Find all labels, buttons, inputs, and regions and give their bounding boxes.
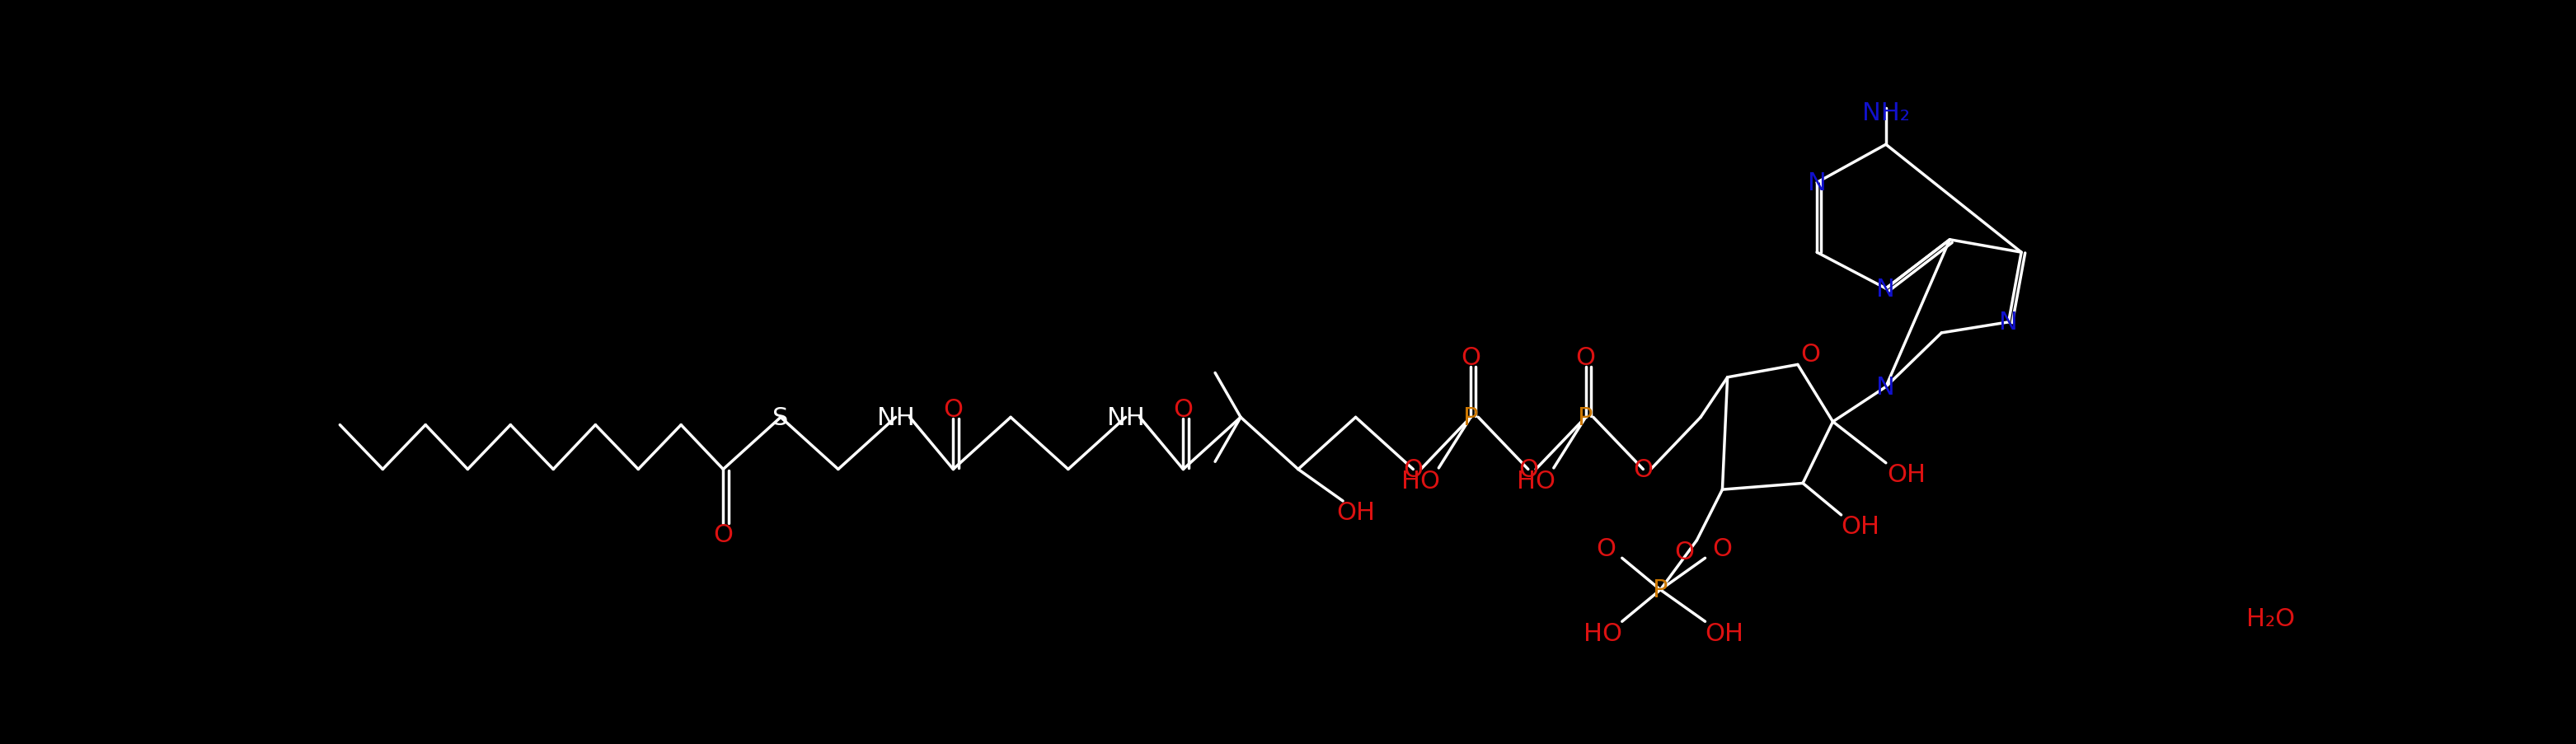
Text: NH: NH (876, 405, 914, 429)
Text: P: P (1463, 405, 1479, 429)
Text: O: O (1597, 536, 1615, 561)
Text: P: P (1579, 405, 1592, 429)
Text: N: N (1875, 277, 1896, 301)
Text: O: O (1404, 458, 1422, 481)
Text: N: N (1999, 310, 2017, 334)
Text: HO: HO (1401, 469, 1440, 493)
Text: HO: HO (1517, 469, 1556, 493)
Text: O: O (1577, 345, 1595, 369)
Text: HO: HO (1584, 621, 1623, 645)
Text: N: N (1875, 375, 1896, 399)
Text: H₂O: H₂O (2246, 606, 2295, 630)
Text: N: N (1808, 171, 1826, 195)
Text: OH: OH (1705, 621, 1744, 645)
Text: O: O (1461, 345, 1481, 369)
Text: NH: NH (1108, 405, 1144, 429)
Text: O: O (1801, 342, 1821, 366)
Text: O: O (1674, 540, 1695, 564)
Text: O: O (714, 523, 734, 547)
Text: OH: OH (1888, 463, 1927, 487)
Text: OH: OH (1337, 501, 1376, 525)
Text: O: O (1633, 458, 1654, 481)
Text: O: O (943, 397, 963, 421)
Text: NH₂: NH₂ (1862, 101, 1909, 125)
Text: S: S (773, 405, 788, 429)
Text: O: O (1713, 536, 1731, 561)
Text: P: P (1654, 578, 1669, 602)
Text: OH: OH (1842, 515, 1880, 539)
Text: O: O (1517, 458, 1538, 481)
Text: O: O (1172, 397, 1193, 421)
